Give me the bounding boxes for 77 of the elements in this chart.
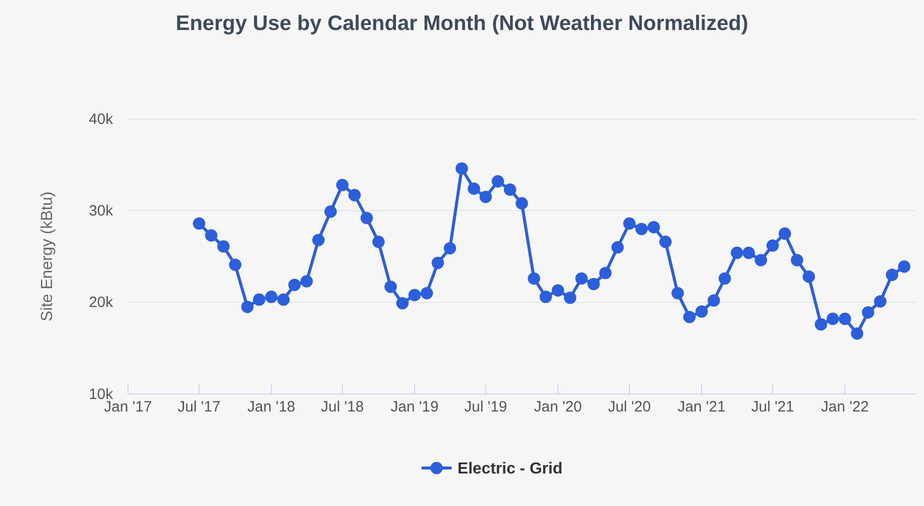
point [504, 183, 516, 196]
point [480, 190, 492, 204]
point [898, 260, 910, 273]
x-tick-label: Jan '17 [104, 398, 152, 416]
point [528, 272, 540, 285]
x-tick-label: Jan '22 [820, 398, 869, 416]
point [599, 266, 612, 280]
point [587, 278, 600, 290]
point [862, 306, 874, 319]
point [718, 272, 731, 285]
point [850, 327, 864, 340]
point [575, 272, 588, 285]
point [611, 241, 624, 254]
point [778, 227, 792, 240]
point [229, 258, 242, 271]
point [742, 246, 755, 259]
point [408, 288, 421, 302]
point [265, 290, 278, 303]
chart-title: Energy Use by Calendar Month (Not Weather Normalized) [176, 12, 748, 35]
point [695, 305, 708, 318]
point [468, 182, 480, 195]
point [277, 293, 290, 306]
y-axis-title: Site Energy (kBtu) [39, 192, 56, 322]
point [384, 280, 397, 293]
y-tick-label: 30k [88, 202, 114, 220]
point [312, 234, 325, 246]
point [564, 292, 576, 304]
point [659, 236, 672, 248]
point [432, 256, 444, 270]
x-tick-label: Jul '21 [751, 398, 794, 416]
point [874, 295, 886, 308]
point [766, 239, 779, 252]
x-tick-label: Jan '20 [534, 398, 582, 416]
point [348, 188, 361, 202]
point [217, 240, 230, 253]
y-tick-label: 20k [88, 294, 114, 312]
point [396, 297, 409, 310]
x-tick-label: Jul '18 [320, 398, 364, 416]
point [790, 254, 804, 266]
point [205, 229, 218, 242]
point [635, 222, 648, 236]
point [456, 162, 468, 175]
point [192, 217, 206, 230]
point [372, 236, 385, 248]
point [444, 242, 456, 254]
point [241, 300, 254, 314]
point [648, 221, 660, 234]
legend-label: Electric - Grid [458, 460, 562, 478]
point [360, 212, 373, 224]
y-tick-label: 40k [88, 110, 114, 128]
point [540, 290, 552, 303]
x-tick-label: Jul '19 [464, 398, 508, 416]
x-tick-label: Jul '17 [178, 398, 221, 416]
point [802, 270, 815, 283]
point [288, 278, 301, 292]
point [492, 175, 504, 188]
point [336, 178, 349, 192]
point [324, 205, 337, 218]
x-tick-label: Jan '19 [390, 398, 439, 416]
point [683, 310, 696, 324]
point [671, 287, 684, 300]
point [730, 246, 744, 259]
point [826, 312, 839, 325]
point [252, 293, 266, 306]
point [516, 197, 528, 210]
x-tick-label: Jan '21 [678, 398, 726, 416]
point [754, 254, 768, 266]
point [814, 318, 828, 330]
point [708, 294, 720, 307]
point [623, 217, 636, 230]
x-tick-label: Jan '18 [247, 398, 296, 416]
point [838, 312, 852, 325]
point [300, 275, 313, 288]
point [886, 268, 898, 281]
x-tick-label: Jul '20 [608, 398, 651, 416]
point [552, 284, 564, 297]
point [420, 287, 433, 300]
